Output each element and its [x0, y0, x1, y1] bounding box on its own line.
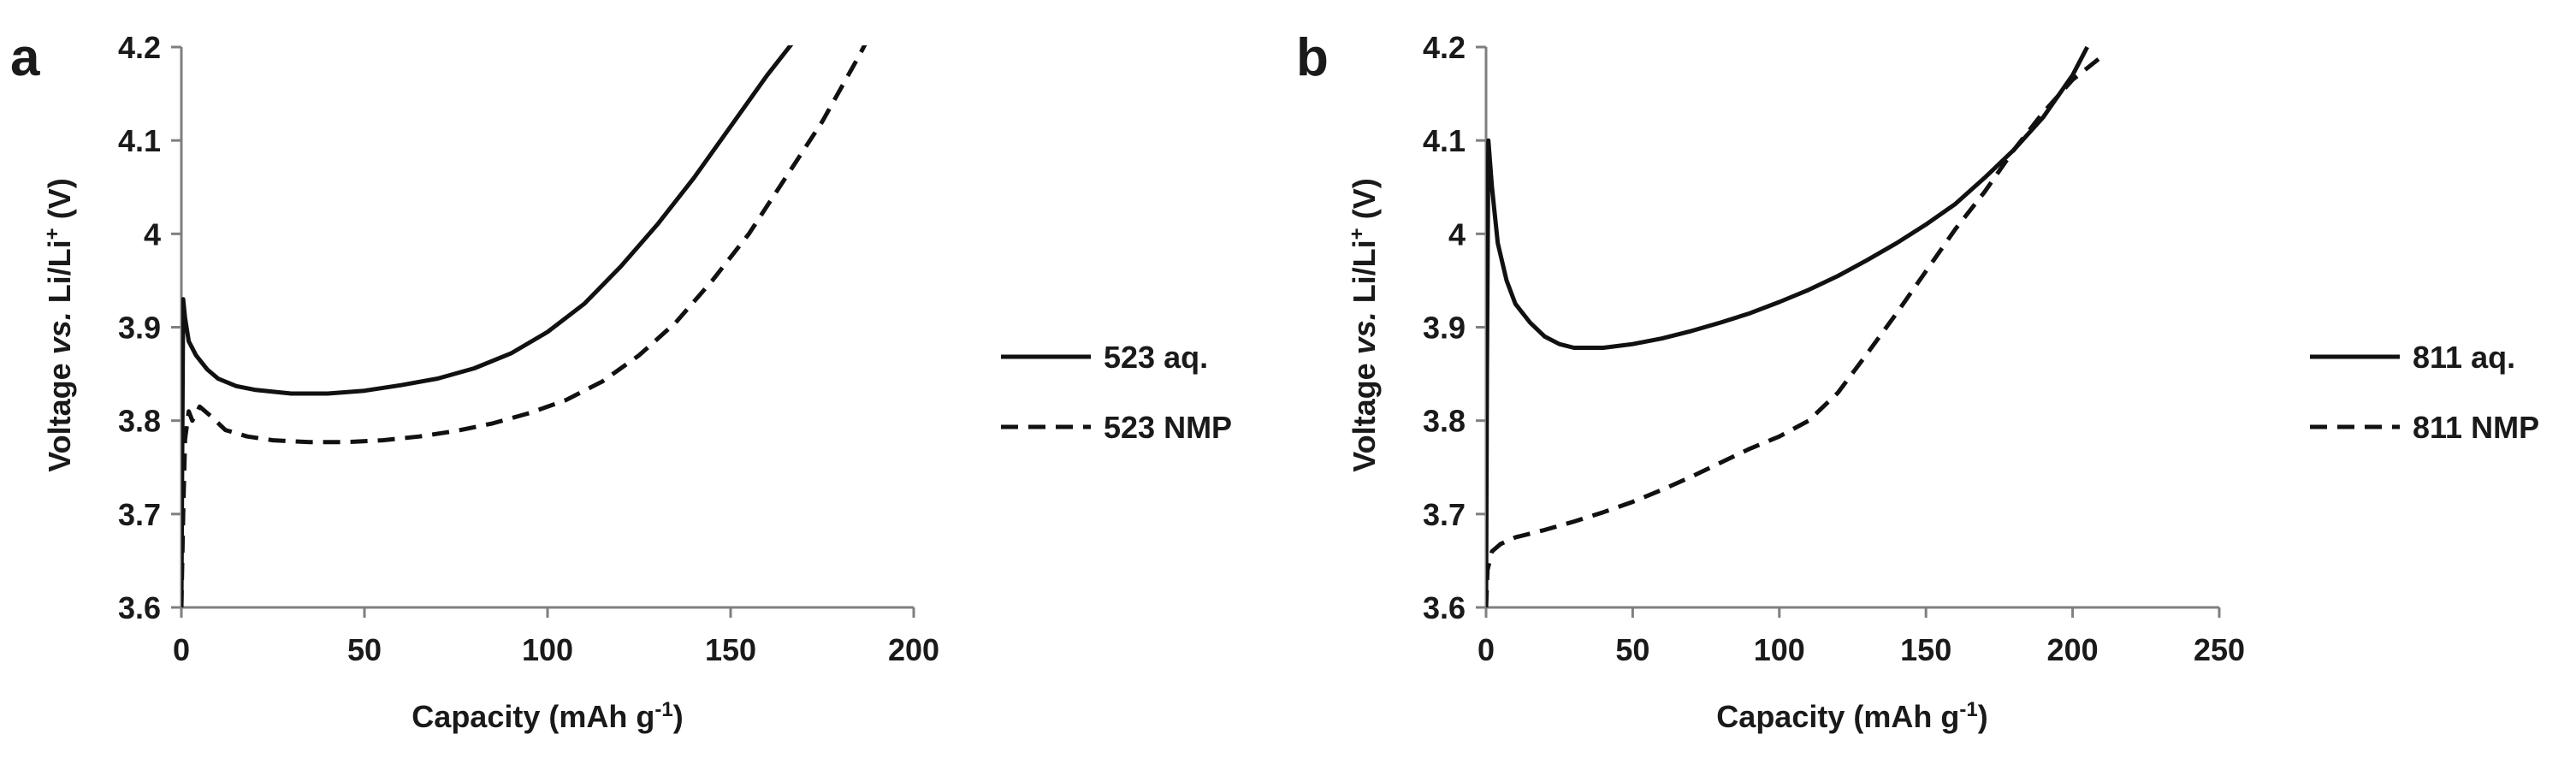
panel-a-y-tick-label: 4.1	[118, 123, 161, 158]
panel-a-legend-label-1: 523 aq.	[1104, 340, 1208, 375]
panel-a-y-tick-label: 3.9	[118, 311, 161, 346]
panel-a-y-tick-label: 4.2	[118, 30, 161, 65]
panel-a-series-523-aq	[181, 45, 794, 607]
panel-b-legend-label-2: 811 NMP	[2413, 410, 2539, 445]
panel-b-y-title-part5: (V)	[1347, 178, 1382, 228]
panel-b-x-axis-title: Capacity (mAh g-1)	[1716, 698, 1987, 735]
panel-b-x-tick-label: 0	[1477, 632, 1495, 667]
panel-b-x-title-main: Capacity (mAh g	[1716, 699, 1959, 734]
panel-a-x-tick-label: 150	[705, 632, 756, 667]
panel-b-y-tick-label: 3.6	[1423, 590, 1466, 625]
panel-a: a 3.6 3.7 3.8 3.9 4 4.1 4.2 0 50 100 150 200 Voltag…	[10, 28, 1232, 734]
panel-b-y-tick-label: 3.9	[1423, 311, 1466, 346]
panel-a-y-title-part3: Li/Li	[42, 240, 77, 311]
panel-b-x-tick-label: 200	[2047, 632, 2099, 667]
panel-a-legend: 523 aq. 523 NMP	[1001, 340, 1232, 445]
panel-a-y-title-sup: +	[41, 228, 64, 240]
panel-b-y-tick-label: 3.8	[1423, 404, 1466, 439]
panel-a-x-title-sup: -1	[654, 698, 672, 721]
panel-b-y-title-part3: Li/Li	[1347, 240, 1382, 311]
panel-b-x-tick-label: 50	[1615, 632, 1649, 667]
panel-a-plot-area: 3.6 3.7 3.8 3.9 4 4.1 4.2 0 50 100 150 200	[118, 30, 939, 667]
panel-a-legend-label-2: 523 NMP	[1104, 410, 1232, 445]
panel-a-y-tick-label: 3.7	[118, 497, 161, 532]
panel-b-y-tick-label: 3.7	[1423, 497, 1466, 532]
panel-b-x-tick-label: 100	[1754, 632, 1805, 667]
panel-b-series-811-nmp	[1486, 54, 2104, 607]
panel-b-x-tick-label: 150	[1900, 632, 1951, 667]
panel-a-x-axis-title: Capacity (mAh g-1)	[412, 698, 683, 735]
panel-b-x-title-sup: -1	[1959, 698, 1977, 721]
panel-b-legend: 811 aq. 811 NMP	[2310, 340, 2539, 445]
panel-b-y-tick-label: 4.1	[1423, 123, 1466, 158]
panel-a-y-title-part1: Voltage	[42, 354, 77, 471]
panel-letter-a: a	[10, 28, 40, 87]
panel-b-y-title-sup: +	[1346, 228, 1369, 240]
panel-a-x-tick-label: 0	[173, 632, 190, 667]
panel-a-x-title-main: Capacity (mAh g	[412, 699, 654, 734]
panel-b-y-tick-label: 4	[1448, 216, 1466, 252]
panel-b-series-811-aq	[1486, 45, 2089, 607]
panel-a-y-title-italic: vs.	[42, 311, 77, 354]
panel-a-y-tick-label: 4	[144, 216, 161, 252]
panel-b-plot-area: 3.6 3.7 3.8 3.9 4 4.1 4.2 0 50 100 150 200 250	[1423, 30, 2245, 667]
panel-b-y-title-italic: vs.	[1347, 311, 1382, 354]
panel-a-y-axis-title: Voltage vs. Li/Li+ (V)	[41, 178, 78, 471]
panel-b-y-tick-label: 4.2	[1423, 30, 1466, 65]
panel-a-y-tick-label: 3.8	[118, 404, 161, 439]
panel-b-y-title-part1: Voltage	[1347, 354, 1382, 471]
panel-b-x-tick-label: 250	[2194, 632, 2245, 667]
panel-a-x-tick-label: 100	[522, 632, 573, 667]
panel-b-legend-label-1: 811 aq.	[2413, 340, 2515, 375]
panel-a-y-title-part5: (V)	[42, 178, 77, 228]
panel-a-series-523-nmp	[181, 45, 868, 607]
panel-b-y-axis-title: Voltage vs. Li/Li+ (V)	[1346, 178, 1383, 471]
panel-b: b 3.6 3.7 3.8 3.9 4 4.1 4.2 0 50 100 150 200 250 Vol…	[1296, 28, 2539, 734]
panel-b-x-title-end: )	[1978, 699, 1988, 734]
panel-a-y-tick-label: 3.6	[118, 590, 161, 625]
panel-letter-b: b	[1296, 28, 1329, 87]
panel-a-x-tick-label: 50	[347, 632, 382, 667]
panel-a-x-title-end: )	[673, 699, 684, 734]
panel-a-x-tick-label: 200	[888, 632, 939, 667]
